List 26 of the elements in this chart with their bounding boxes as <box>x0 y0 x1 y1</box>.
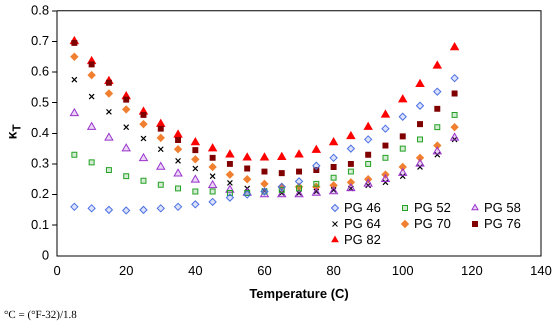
legend-label: PG 64 <box>344 216 381 231</box>
x-tick-label: 140 <box>530 263 552 278</box>
y-tick-label: 0.2 <box>30 186 50 202</box>
x-tick-label: 60 <box>257 263 272 278</box>
y-tick-label: 0.8 <box>30 2 50 18</box>
x-tick-label: 40 <box>188 263 203 278</box>
legend-label: PG 82 <box>344 232 381 247</box>
legend-label: PG 52 <box>414 200 451 215</box>
y-tick-label: 0.3 <box>30 156 50 171</box>
y-tick-label: 0.7 <box>30 33 50 48</box>
legend-label: PG 58 <box>484 200 521 215</box>
x-tick-label: 20 <box>118 263 134 278</box>
x-tick-label: 120 <box>461 263 483 278</box>
x-tick-label: 80 <box>326 263 341 278</box>
text: °C = (°F-32)/1.8 <box>4 309 77 321</box>
y-tick-label: 0.6 <box>30 64 50 79</box>
legend-label: PG 46 <box>344 200 381 215</box>
x-tick-label: 100 <box>392 263 414 278</box>
y-tick-label: 0 <box>42 247 50 262</box>
legend-label: PG 76 <box>484 216 521 231</box>
y-tick-label: 0.5 <box>30 94 50 110</box>
y-tick-label: 0.4 <box>30 124 50 140</box>
y-tick-label: 0.1 <box>30 216 50 232</box>
x-tick-label: 0 <box>53 263 61 278</box>
legend-label: PG 70 <box>414 216 451 231</box>
x-axis-title: Temperature (C) <box>249 286 349 301</box>
